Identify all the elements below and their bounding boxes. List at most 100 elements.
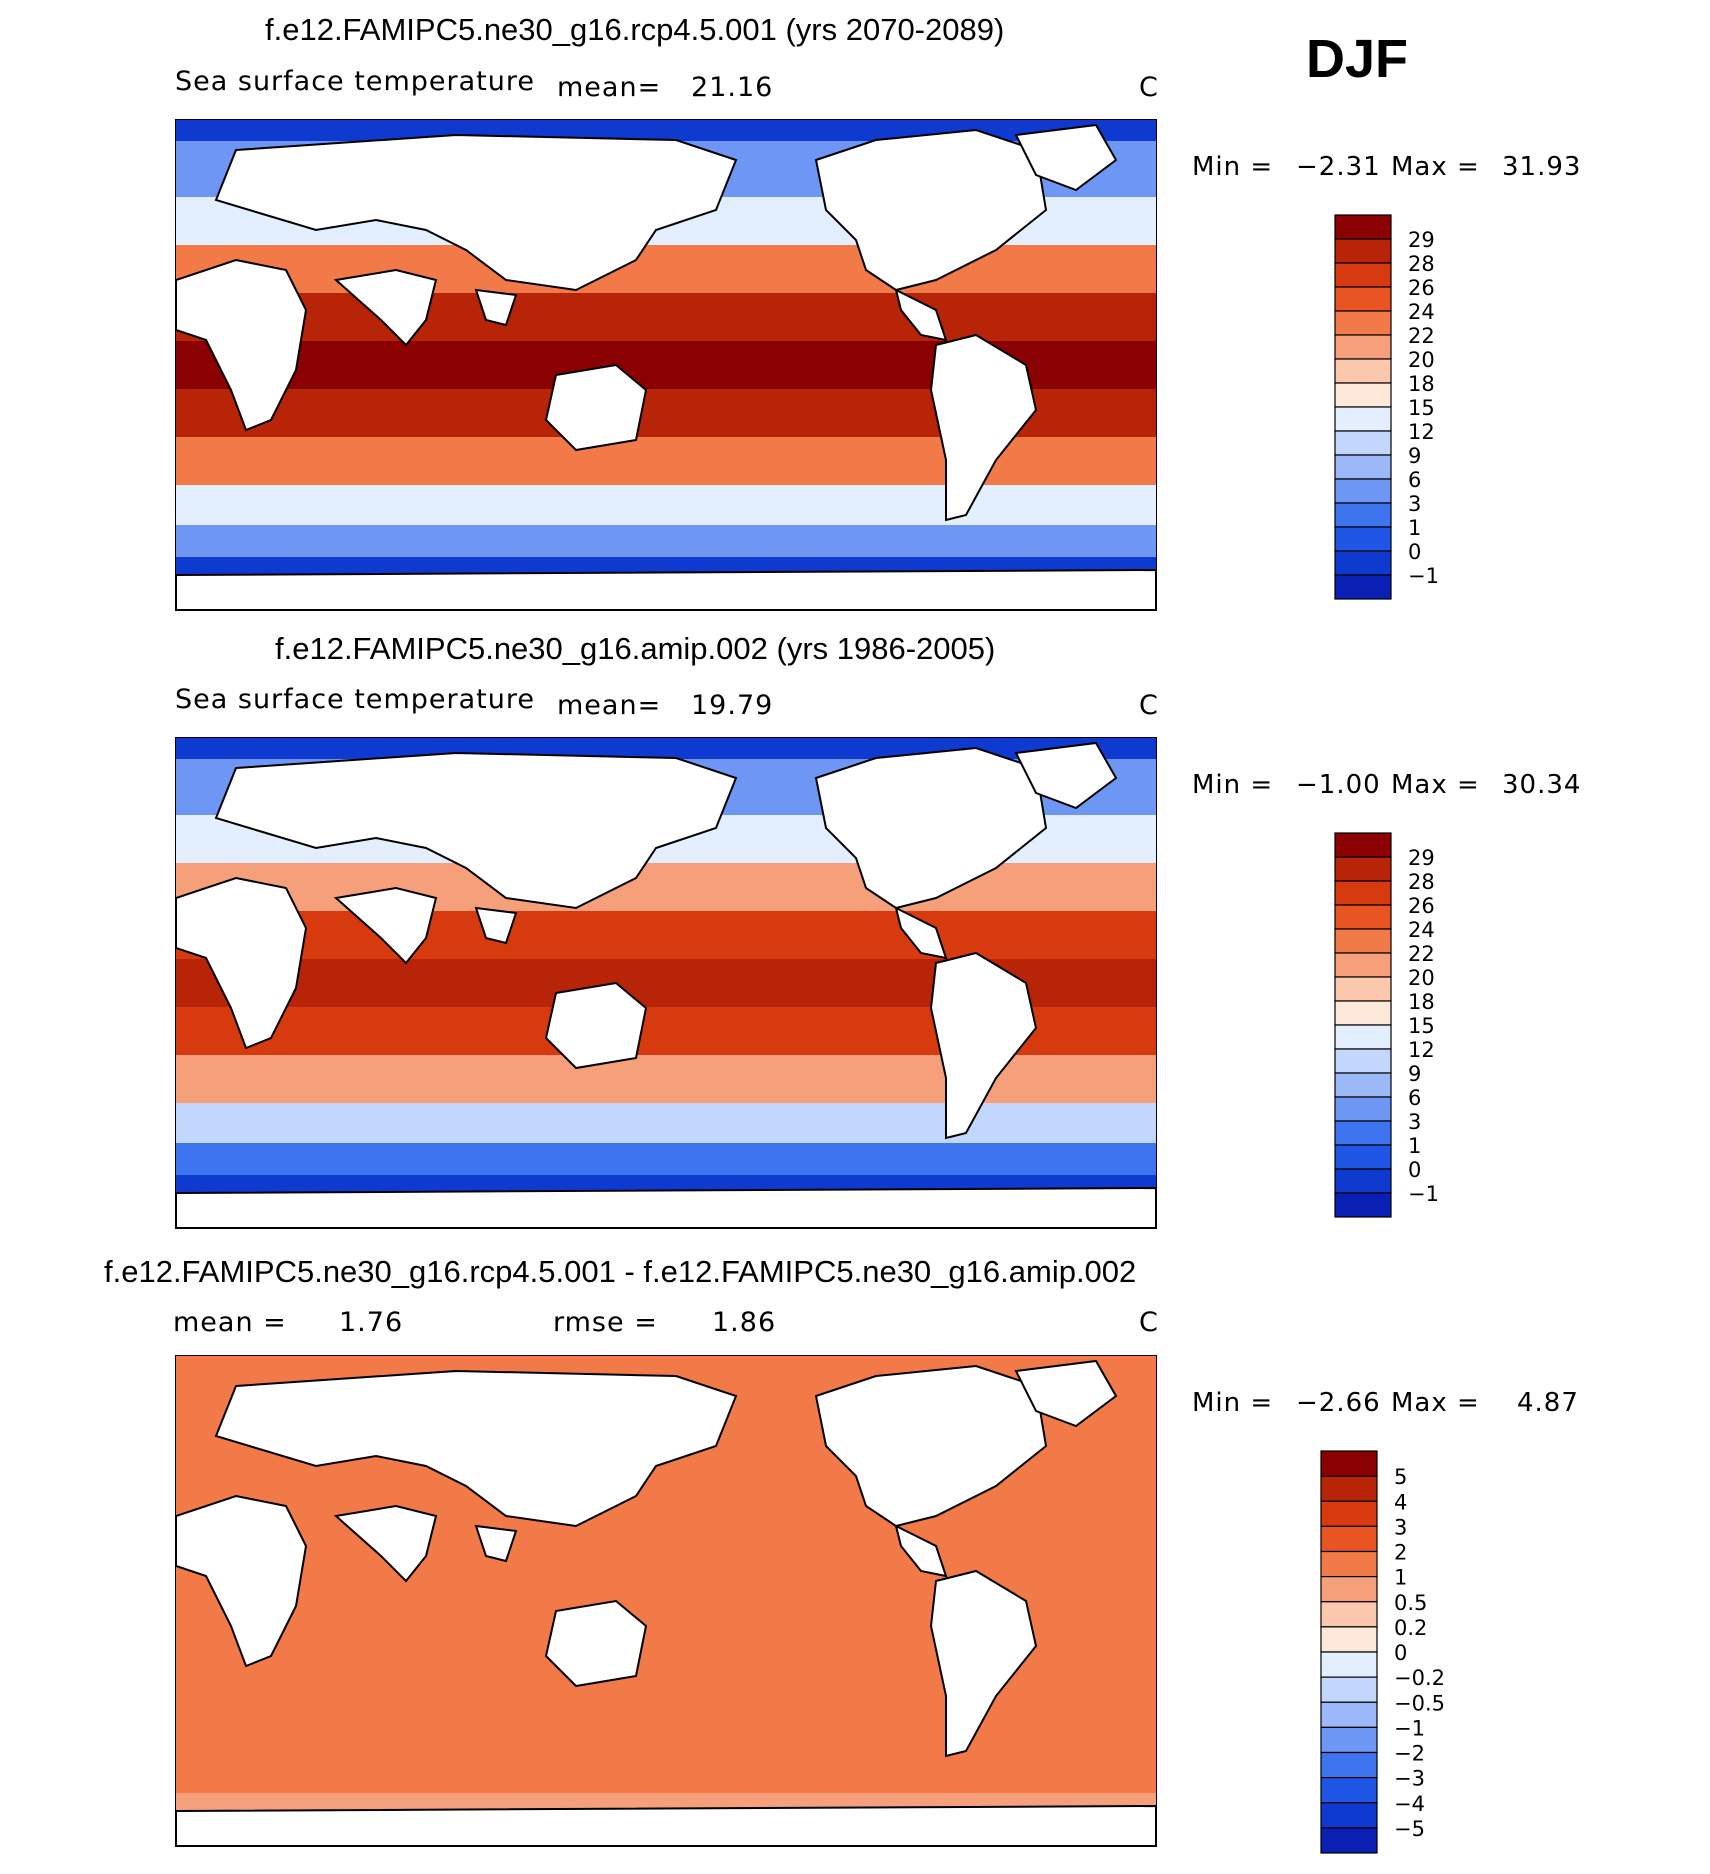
sst-band	[176, 1356, 1156, 1377]
panel-2-title: f.e12.FAMIPC5.ne30_g16.amip.002 (yrs 198…	[275, 631, 996, 666]
colorbar-tick-label: 18	[1408, 372, 1435, 396]
colorbar-tick-label: 1	[1408, 516, 1421, 540]
colorbar-box	[1334, 1000, 1392, 1026]
coastline	[544, 981, 648, 1070]
sst-band	[176, 1103, 1156, 1143]
colorbar-tick-label: −1	[1394, 1716, 1425, 1740]
colorbar-box	[1334, 928, 1392, 954]
colorbar-tick-label: 0	[1408, 540, 1421, 564]
colorbar-tick-label: −4	[1394, 1792, 1425, 1816]
colorbar-box	[1334, 1168, 1392, 1194]
sst-band	[176, 1143, 1156, 1175]
colorbar-box	[1320, 1651, 1378, 1678]
colorbar-tick-label: 24	[1408, 918, 1435, 942]
colorbar-box	[1334, 832, 1392, 858]
colorbar-tick-label: 0	[1408, 1158, 1421, 1182]
colorbar-tick-label: 2	[1394, 1541, 1407, 1565]
colorbar-tick-label: 29	[1408, 228, 1435, 252]
colorbar-box	[1334, 214, 1392, 240]
colorbar-box	[1320, 1701, 1378, 1728]
colorbar-tick-label: −0.5	[1394, 1691, 1445, 1715]
colorbar-box	[1334, 238, 1392, 264]
colorbar-box	[1334, 1024, 1392, 1050]
colorbar-tick-label: 0.5	[1394, 1591, 1427, 1615]
colorbar-box	[1334, 952, 1392, 978]
panel-1-variable: Sea surface temperature	[175, 66, 535, 97]
coastline	[214, 1369, 738, 1528]
colorbar-tick-label: 15	[1408, 396, 1435, 420]
colorbar-tick-label: 24	[1408, 300, 1435, 324]
panel-3-rmse-label: rmse =	[553, 1307, 658, 1338]
colorbar-tick-label: 26	[1408, 276, 1435, 300]
panel-1-max-label: Max =	[1391, 152, 1480, 182]
colorbar-box	[1334, 976, 1392, 1002]
colorbar-box	[1334, 358, 1392, 384]
colorbar-tick-label: 0	[1394, 1641, 1407, 1665]
colorbar-box	[1320, 1726, 1378, 1754]
panel-1-max-value: 31.93	[1502, 152, 1582, 182]
colorbar-box	[1334, 856, 1392, 882]
colorbar-tick-label: 29	[1408, 846, 1435, 870]
coastline	[544, 363, 648, 452]
panel-2-mean-value: 19.79	[691, 690, 774, 721]
colorbar-box	[1334, 1096, 1392, 1122]
panel-3-map-svg	[176, 1356, 1156, 1846]
panel-1-title: f.e12.FAMIPC5.ne30_g16.rcp4.5.001 (yrs 2…	[265, 12, 1005, 47]
panel-1-mean-value: 21.16	[691, 72, 774, 103]
coastline	[474, 288, 518, 327]
colorbar-tick-label: −1	[1408, 1182, 1439, 1206]
coastline	[894, 906, 948, 960]
colorbar-tick-label: 28	[1408, 252, 1435, 276]
coastline	[894, 1524, 948, 1578]
colorbar-box	[1320, 1827, 1378, 1854]
panel-2-max-value: 30.34	[1502, 770, 1582, 800]
panel-1-map-svg	[176, 120, 1156, 610]
colorbar-tick-label: 1	[1408, 1134, 1421, 1158]
coastline	[333, 886, 438, 965]
panel-3-mean-label: mean =	[173, 1307, 287, 1338]
colorbar-box	[1334, 502, 1392, 528]
coastline	[176, 568, 1156, 610]
colorbar-box	[1320, 1450, 1378, 1477]
colorbar-box	[1334, 880, 1392, 906]
coastline	[474, 906, 518, 945]
panel-3-max-label: Max =	[1391, 1388, 1480, 1418]
panel-1-min-label: Min =	[1192, 152, 1274, 182]
colorbar-tick-label: 1	[1394, 1566, 1407, 1590]
coastline	[929, 951, 1038, 1140]
colorbar-box	[1334, 550, 1392, 576]
colorbar-tick-label: 9	[1408, 1062, 1421, 1086]
colorbar-tick-label: −2	[1394, 1742, 1425, 1766]
panel-1-colorbar: 29 28 26 24 22 20 18 15 12 9 6 3 1 0 −1	[1334, 214, 1454, 604]
sst-band	[176, 485, 1156, 525]
panel-1-units: C	[1139, 72, 1159, 103]
colorbar-box	[1334, 1192, 1392, 1218]
coastline	[214, 751, 738, 910]
sst-band	[176, 738, 1156, 759]
coastline	[1014, 123, 1118, 192]
sst-band	[176, 293, 1156, 341]
panel-1-map	[175, 119, 1157, 611]
colorbar-box	[1334, 904, 1392, 930]
panel-3-rmse-value: 1.86	[712, 1307, 777, 1338]
panel-2-map-svg	[176, 738, 1156, 1228]
sst-band	[176, 245, 1156, 293]
colorbar-tick-label: 3	[1394, 1515, 1407, 1539]
colorbar-tick-label: 5	[1394, 1465, 1407, 1489]
coastline	[894, 288, 948, 342]
colorbar-tick-label: 20	[1408, 348, 1435, 372]
colorbar-box	[1334, 286, 1392, 312]
colorbar-tick-label: 22	[1408, 942, 1435, 966]
colorbar-box	[1334, 310, 1392, 336]
panel-2-units: C	[1139, 690, 1159, 721]
sst-band	[176, 120, 1156, 141]
colorbar-tick-label: 12	[1408, 1038, 1435, 1062]
sst-band	[176, 911, 1156, 959]
coastline	[176, 876, 308, 1050]
colorbar-box	[1334, 454, 1392, 480]
colorbar-box	[1334, 574, 1392, 600]
sst-band	[176, 525, 1156, 557]
colorbar-tick-label: −0.2	[1394, 1666, 1445, 1690]
panel-2-colorbar: 29 28 26 24 22 20 18 15 12 9 6 3 1 0 −1	[1334, 832, 1454, 1222]
